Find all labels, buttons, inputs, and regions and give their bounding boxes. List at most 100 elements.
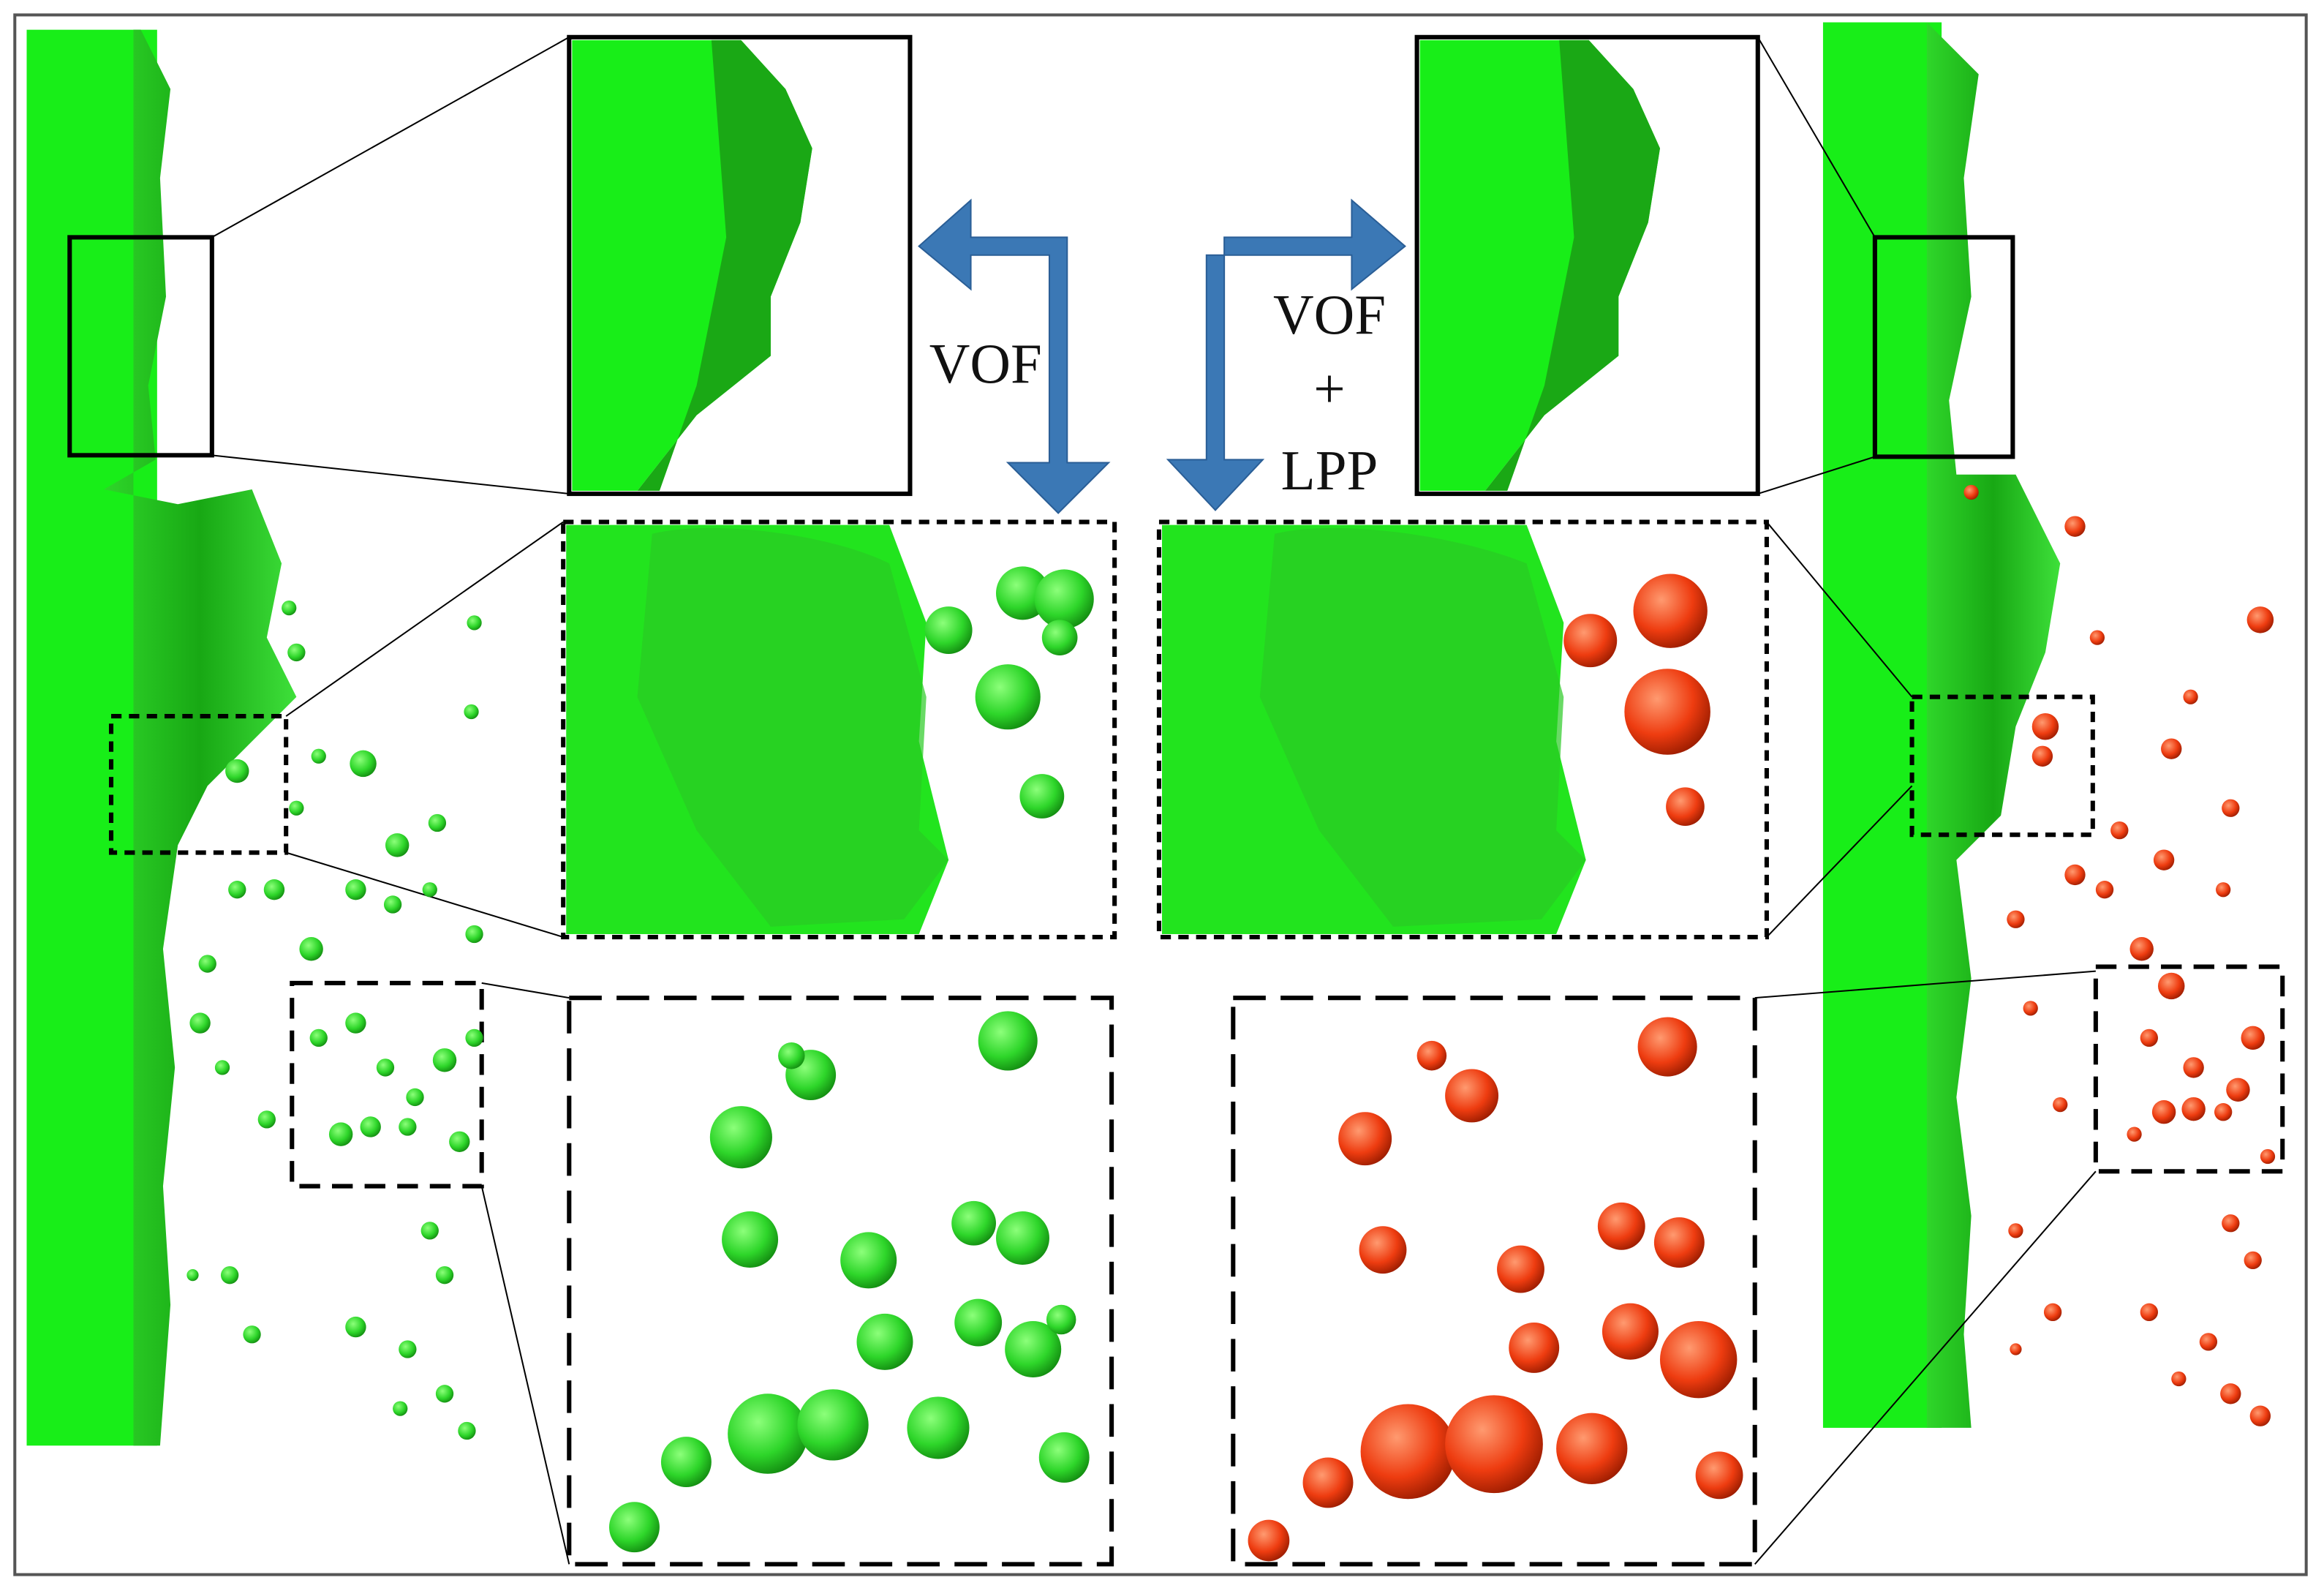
droplet (1660, 1320, 1738, 1399)
droplet (2222, 799, 2240, 817)
droplet (1034, 569, 1094, 629)
zoom-panel (1414, 34, 1760, 497)
droplet (1416, 1040, 1447, 1071)
droplet (189, 1012, 211, 1034)
zoom-panel (567, 996, 1114, 1567)
droplet (2171, 1371, 2187, 1387)
droplet (2241, 1026, 2265, 1050)
droplet (1601, 1303, 1659, 1360)
droplet (1556, 1413, 1628, 1484)
droplet (2064, 516, 2086, 537)
droplet (2226, 1077, 2250, 1102)
droplet (975, 664, 1041, 730)
droplet (399, 1340, 417, 1358)
droplet (422, 882, 437, 898)
droplet (385, 833, 410, 857)
droplet (345, 1012, 366, 1034)
droplet (722, 1211, 779, 1268)
droplet (1653, 1217, 1705, 1268)
droplet (1041, 620, 1078, 655)
droplet (432, 1048, 457, 1072)
droplet (1633, 573, 1708, 648)
droplet (2010, 1343, 2022, 1355)
droplet (778, 1042, 805, 1069)
droplet (289, 800, 304, 816)
droplet (978, 1011, 1038, 1071)
droplet (1624, 669, 1710, 755)
droplet (350, 750, 377, 778)
arrow-label: + (1313, 357, 1345, 420)
droplet (1637, 1017, 1697, 1077)
droplet (449, 1131, 470, 1152)
droplet (2181, 1097, 2206, 1121)
droplet (840, 1232, 897, 1289)
droplet (376, 1058, 395, 1077)
droplet (924, 606, 973, 654)
droplets (186, 484, 2276, 1562)
droplet (2053, 1097, 2068, 1113)
droplet (345, 1316, 366, 1338)
droplet (328, 1122, 353, 1146)
droplet (2129, 937, 2154, 961)
droplet (2260, 1148, 2276, 1165)
droplet (428, 813, 447, 832)
droplet (996, 1211, 1049, 1265)
droplet (2249, 1405, 2271, 1426)
droplet (435, 1385, 454, 1403)
droplet (1445, 1395, 1543, 1494)
droplet (2110, 821, 2129, 840)
droplet (2158, 972, 2185, 1000)
droplet (1338, 1112, 1392, 1166)
zoom-box (1909, 694, 2095, 838)
droplet (214, 1060, 230, 1075)
droplet (345, 879, 366, 900)
droplet (1046, 1304, 1076, 1335)
droplet (2222, 1214, 2240, 1233)
droplet (1248, 1519, 1290, 1562)
droplet (1563, 614, 1618, 668)
connectors (211, 36, 2097, 1565)
droplet (1038, 1432, 1090, 1483)
droplet (228, 881, 246, 899)
droplet (1666, 787, 1705, 827)
droplet (420, 1222, 439, 1240)
arrow-label: VOF (1273, 283, 1386, 346)
zoom-box (1872, 235, 2015, 459)
droplet (660, 1437, 712, 1487)
liquid-surface (1926, 22, 2061, 1428)
droplet (2140, 1028, 2158, 1047)
liquid-surface (103, 29, 297, 1446)
droplet (2031, 745, 2053, 767)
droplet (1302, 1457, 1354, 1508)
droplet (393, 1401, 408, 1416)
droplet (1005, 1320, 1062, 1378)
droplet (907, 1396, 970, 1459)
droplet (220, 1266, 239, 1285)
droplet (287, 643, 306, 662)
droplet (399, 1118, 417, 1136)
droplet (186, 1269, 199, 1282)
droplet (2199, 1333, 2218, 1351)
zoom-panel (1231, 996, 1757, 1567)
droplet (282, 600, 297, 616)
droplet (198, 955, 216, 973)
droplet (797, 1389, 869, 1461)
droplet (2007, 910, 2025, 928)
droplet (299, 937, 323, 961)
droplet (2220, 1383, 2241, 1404)
droplet (465, 1028, 483, 1047)
arrow (918, 198, 1406, 514)
droplet (465, 925, 483, 944)
droplet (728, 1393, 808, 1474)
zoom-box (108, 714, 289, 855)
zoom-box (67, 235, 214, 458)
droplet (1359, 1226, 1407, 1274)
droplet (1497, 1245, 1544, 1293)
droplet (609, 1502, 660, 1553)
droplet (406, 1088, 424, 1107)
droplet (2161, 738, 2182, 759)
droplet (243, 1325, 261, 1344)
droplet (383, 895, 402, 914)
